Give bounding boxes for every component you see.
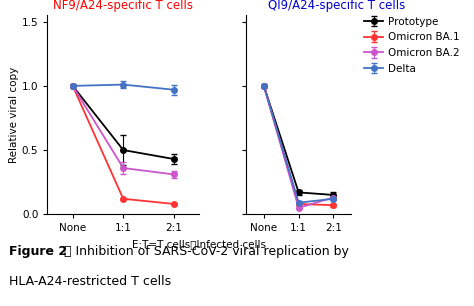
Y-axis label: Relative viral copy: Relative viral copy	[9, 67, 19, 163]
Legend: Prototype, Omicron BA.1, Omicron BA.2, Delta: Prototype, Omicron BA.1, Omicron BA.2, D…	[365, 17, 460, 74]
Text: Figure 2: Figure 2	[9, 245, 68, 258]
Text: HLA-A24-restricted T cells: HLA-A24-restricted T cells	[9, 275, 172, 288]
Text: NF9/A24-specific T cells: NF9/A24-specific T cells	[53, 0, 193, 12]
Text: QI9/A24-specific T cells: QI9/A24-specific T cells	[268, 0, 405, 12]
Text: ： Inhibition of SARS-CoV-2 viral replication by: ： Inhibition of SARS-CoV-2 viral replica…	[64, 245, 349, 258]
Text: E:T=T cells：Infected cells: E:T=T cells：Infected cells	[132, 239, 266, 249]
